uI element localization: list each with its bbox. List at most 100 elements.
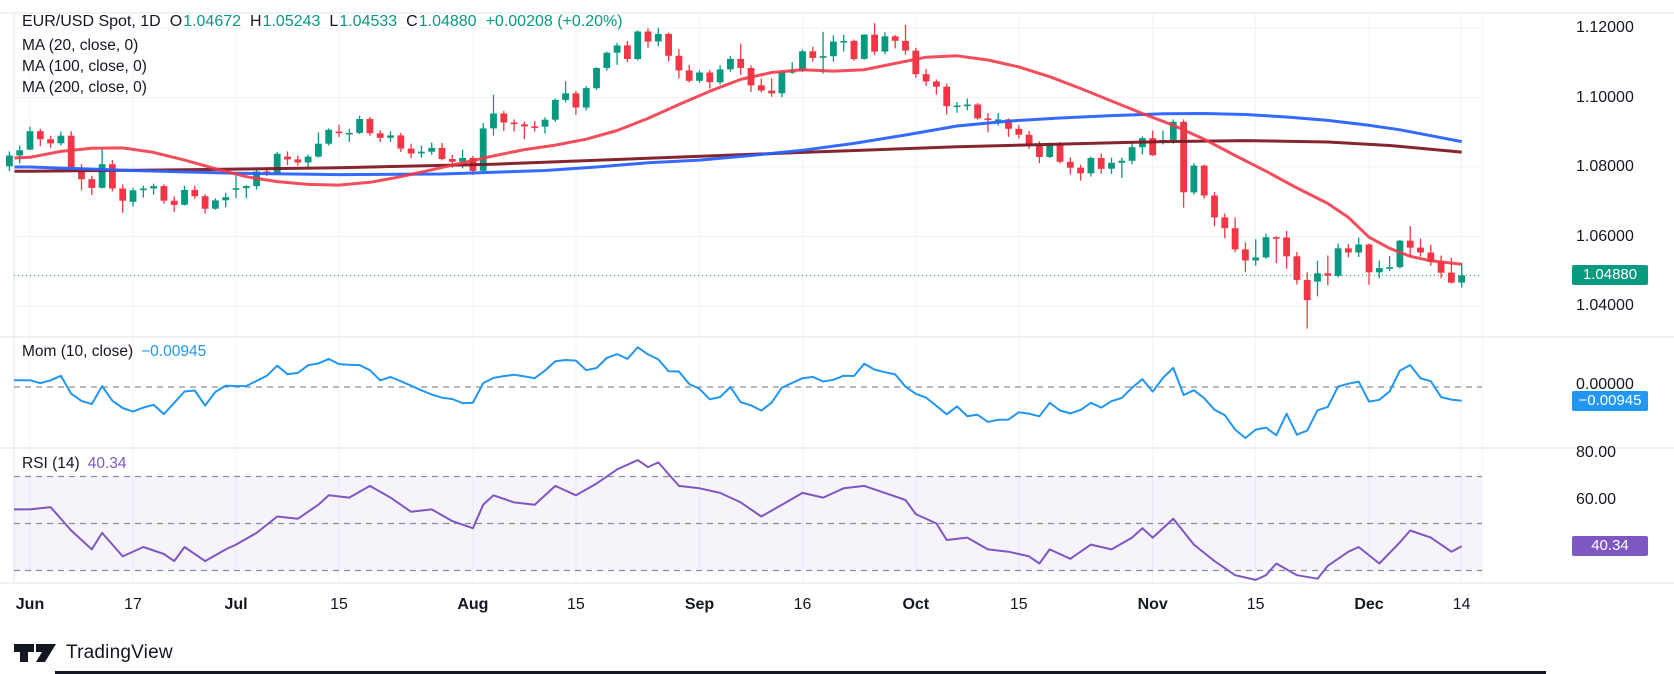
- candle-body[interactable]: [356, 119, 363, 133]
- candle-body[interactable]: [1066, 161, 1074, 168]
- candle-body[interactable]: [325, 129, 333, 144]
- ma100-legend[interactable]: MA (100, close, 0): [22, 58, 147, 75]
- candle-body[interactable]: [139, 188, 147, 191]
- candle-body[interactable]: [510, 122, 518, 125]
- candle-body[interactable]: [129, 190, 137, 202]
- candle-body[interactable]: [1242, 249, 1249, 261]
- candle-body[interactable]: [1128, 147, 1136, 161]
- candle-body[interactable]: [1015, 128, 1023, 135]
- candle-body[interactable]: [335, 131, 343, 134]
- candle-body[interactable]: [201, 196, 209, 209]
- candle-body[interactable]: [1231, 228, 1239, 250]
- candle-body[interactable]: [397, 135, 405, 149]
- candle-body[interactable]: [1345, 248, 1352, 253]
- candle-body[interactable]: [1211, 195, 1218, 218]
- candle-body[interactable]: [1355, 244, 1363, 253]
- candle-body[interactable]: [407, 148, 415, 154]
- candle-body[interactable]: [943, 86, 951, 107]
- candle-body[interactable]: [1056, 144, 1064, 162]
- candle-body[interactable]: [654, 33, 662, 42]
- candle-body[interactable]: [953, 105, 961, 108]
- candle-body[interactable]: [1087, 158, 1095, 174]
- candle-body[interactable]: [665, 33, 672, 56]
- candle-body[interactable]: [57, 135, 65, 144]
- candle-body[interactable]: [891, 36, 899, 41]
- candle-body[interactable]: [541, 119, 549, 127]
- candle-body[interactable]: [150, 186, 157, 189]
- candle-body[interactable]: [26, 131, 34, 150]
- candle-body[interactable]: [1283, 237, 1290, 257]
- candle-body[interactable]: [1077, 167, 1084, 174]
- rsi-legend[interactable]: RSI (14) 40.34: [22, 455, 127, 472]
- tradingview-attribution[interactable]: TradingView: [14, 640, 173, 666]
- candle-body[interactable]: [181, 189, 188, 205]
- candle-body[interactable]: [593, 68, 600, 89]
- candle-body[interactable]: [551, 99, 559, 120]
- candle-body[interactable]: [418, 151, 425, 154]
- candle-body[interactable]: [479, 128, 487, 171]
- candle-body[interactable]: [613, 45, 621, 53]
- candle-body[interactable]: [1169, 121, 1177, 140]
- candle-body[interactable]: [881, 36, 889, 52]
- candle-body[interactable]: [531, 126, 539, 128]
- candle-body[interactable]: [1448, 272, 1455, 283]
- candle-body[interactable]: [716, 69, 724, 83]
- candle-body[interactable]: [1118, 160, 1126, 163]
- candle-body[interactable]: [768, 90, 775, 94]
- candle-body[interactable]: [1365, 244, 1373, 273]
- candle-body[interactable]: [1221, 217, 1229, 229]
- candle-body[interactable]: [727, 58, 734, 70]
- symbol-legend[interactable]: EUR/USD Spot, 1D O 1.04672 H 1.05243 L 1.04…: [22, 13, 623, 31]
- candle-body[interactable]: [912, 50, 920, 75]
- candle-body[interactable]: [16, 150, 24, 156]
- candle-body[interactable]: [1314, 273, 1321, 282]
- candle-body[interactable]: [1386, 267, 1393, 269]
- candle-body[interactable]: [994, 119, 1002, 121]
- candle-body[interactable]: [428, 147, 436, 152]
- candle-body[interactable]: [1005, 119, 1012, 129]
- candle-body[interactable]: [191, 189, 199, 197]
- candle-body[interactable]: [448, 159, 456, 162]
- candle-body[interactable]: [737, 58, 745, 68]
- candle-body[interactable]: [634, 31, 642, 60]
- candle-body[interactable]: [1025, 134, 1033, 146]
- candle-body[interactable]: [974, 104, 981, 119]
- candle-body[interactable]: [1458, 275, 1466, 283]
- candle-body[interactable]: [706, 72, 714, 83]
- candle-body[interactable]: [438, 147, 446, 159]
- candle-body[interactable]: [242, 186, 250, 189]
- candle-body[interactable]: [273, 153, 281, 174]
- candle-body[interactable]: [170, 200, 178, 205]
- candle-body[interactable]: [1303, 279, 1311, 301]
- momentum-legend[interactable]: Mom (10, close) −0.00945: [22, 343, 207, 360]
- candle-body[interactable]: [119, 188, 127, 201]
- candle-body[interactable]: [500, 113, 508, 123]
- candle-body[interactable]: [345, 132, 353, 135]
- candle-body[interactable]: [1437, 261, 1445, 273]
- candle-body[interactable]: [572, 93, 580, 108]
- candle-body[interactable]: [624, 45, 631, 59]
- candle-body[interactable]: [36, 131, 44, 140]
- candle-body[interactable]: [6, 155, 13, 167]
- candle-body[interactable]: [459, 158, 466, 162]
- candle-body[interactable]: [922, 74, 930, 82]
- candle-body[interactable]: [860, 34, 868, 59]
- candle-body[interactable]: [1293, 256, 1301, 280]
- candle-body[interactable]: [696, 72, 703, 81]
- candle-body[interactable]: [685, 70, 693, 81]
- candle-body[interactable]: [88, 179, 96, 188]
- candle-body[interactable]: [757, 85, 765, 91]
- candle-body[interactable]: [1097, 158, 1105, 169]
- candle-body[interactable]: [366, 119, 374, 134]
- candle-body[interactable]: [1417, 247, 1424, 253]
- candle-body[interactable]: [644, 31, 652, 42]
- candle-body[interactable]: [304, 156, 312, 163]
- candle-body[interactable]: [582, 88, 590, 108]
- candle-body[interactable]: [778, 71, 786, 94]
- candle-body[interactable]: [1108, 162, 1115, 169]
- candle-body[interactable]: [47, 139, 54, 144]
- candle-body[interactable]: [830, 41, 837, 57]
- candle-body[interactable]: [1190, 165, 1198, 193]
- candle-body[interactable]: [933, 81, 940, 87]
- candle-body[interactable]: [1334, 248, 1342, 276]
